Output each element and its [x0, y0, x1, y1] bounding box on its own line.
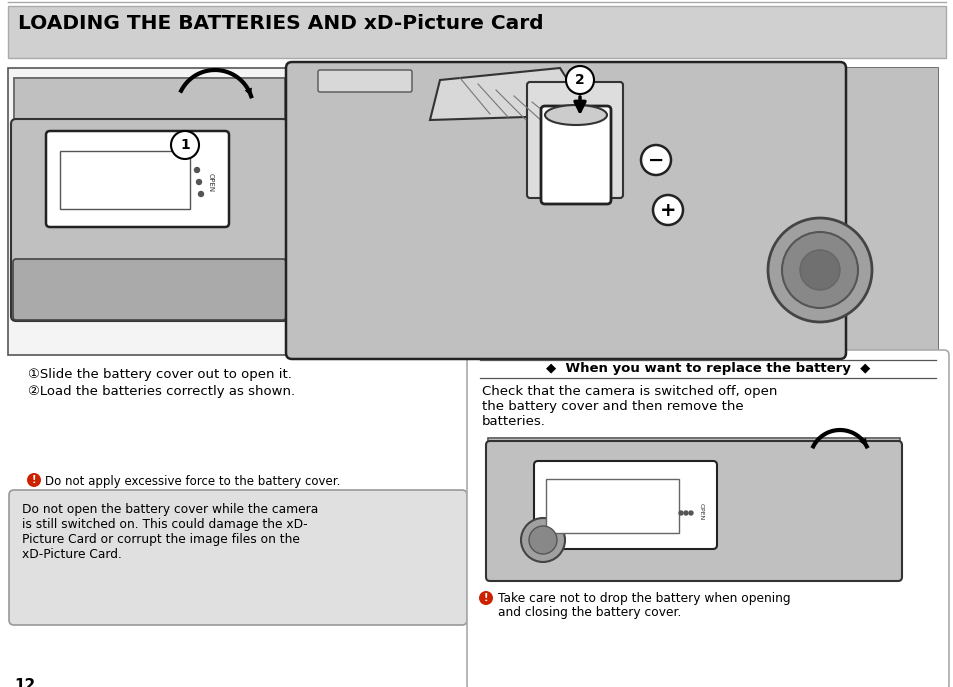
FancyBboxPatch shape: [15, 79, 284, 319]
Text: ②Load the batteries correctly as shown.: ②Load the batteries correctly as shown.: [28, 385, 294, 398]
Text: ①Slide the battery cover out to open it.: ①Slide the battery cover out to open it.: [28, 368, 292, 381]
FancyBboxPatch shape: [534, 461, 717, 549]
Text: and closing the battery cover.: and closing the battery cover.: [497, 606, 680, 619]
Text: 2: 2: [575, 73, 584, 87]
Circle shape: [565, 66, 594, 94]
FancyBboxPatch shape: [8, 6, 945, 58]
FancyBboxPatch shape: [60, 151, 190, 209]
Text: the battery cover and then remove the: the battery cover and then remove the: [481, 400, 742, 413]
Circle shape: [688, 511, 692, 515]
Circle shape: [800, 250, 840, 290]
Text: Do not apply excessive force to the battery cover.: Do not apply excessive force to the batt…: [45, 475, 340, 488]
FancyBboxPatch shape: [540, 106, 610, 204]
FancyBboxPatch shape: [14, 78, 285, 320]
FancyBboxPatch shape: [317, 70, 412, 92]
FancyBboxPatch shape: [489, 439, 898, 579]
Circle shape: [194, 168, 199, 172]
Circle shape: [520, 518, 564, 562]
Circle shape: [640, 145, 670, 175]
Circle shape: [679, 511, 682, 515]
FancyBboxPatch shape: [290, 68, 937, 355]
FancyBboxPatch shape: [46, 131, 229, 227]
FancyBboxPatch shape: [545, 479, 679, 533]
FancyBboxPatch shape: [485, 441, 901, 581]
Text: !: !: [483, 593, 488, 603]
Circle shape: [781, 232, 857, 308]
Text: ◆  When you want to replace the battery  ◆: ◆ When you want to replace the battery ◆: [545, 362, 869, 375]
Circle shape: [196, 179, 201, 185]
FancyBboxPatch shape: [8, 68, 937, 355]
FancyBboxPatch shape: [467, 350, 948, 687]
FancyBboxPatch shape: [286, 62, 845, 359]
FancyBboxPatch shape: [11, 119, 288, 321]
Circle shape: [529, 526, 557, 554]
Text: −: −: [647, 150, 663, 170]
Text: 1: 1: [180, 138, 190, 152]
FancyBboxPatch shape: [13, 259, 286, 320]
Circle shape: [478, 591, 493, 605]
FancyBboxPatch shape: [488, 438, 899, 580]
Text: Do not open the battery cover while the camera: Do not open the battery cover while the …: [22, 503, 318, 516]
Polygon shape: [430, 68, 589, 120]
Text: xD-Picture Card.: xD-Picture Card.: [22, 548, 122, 561]
FancyBboxPatch shape: [9, 69, 936, 354]
Text: Picture Card or corrupt the image files on the: Picture Card or corrupt the image files …: [22, 533, 299, 546]
Text: 12: 12: [14, 678, 35, 687]
Text: +: +: [659, 201, 676, 220]
Text: Take care not to drop the battery when opening: Take care not to drop the battery when o…: [497, 592, 790, 605]
Circle shape: [198, 192, 203, 196]
Text: is still switched on. This could damage the xD-: is still switched on. This could damage …: [22, 518, 307, 531]
Circle shape: [652, 195, 682, 225]
Circle shape: [171, 131, 199, 159]
Circle shape: [27, 473, 41, 487]
Ellipse shape: [544, 105, 606, 125]
FancyBboxPatch shape: [526, 82, 622, 198]
Text: OPEN: OPEN: [208, 173, 213, 192]
Circle shape: [767, 218, 871, 322]
Text: Check that the camera is switched off, open: Check that the camera is switched off, o…: [481, 385, 777, 398]
Text: OPEN: OPEN: [698, 504, 702, 521]
Text: batteries.: batteries.: [481, 415, 545, 428]
Circle shape: [683, 511, 687, 515]
Text: !: !: [31, 475, 36, 485]
FancyBboxPatch shape: [9, 490, 467, 625]
Text: LOADING THE BATTERIES AND xD-Picture Card: LOADING THE BATTERIES AND xD-Picture Car…: [18, 14, 543, 33]
